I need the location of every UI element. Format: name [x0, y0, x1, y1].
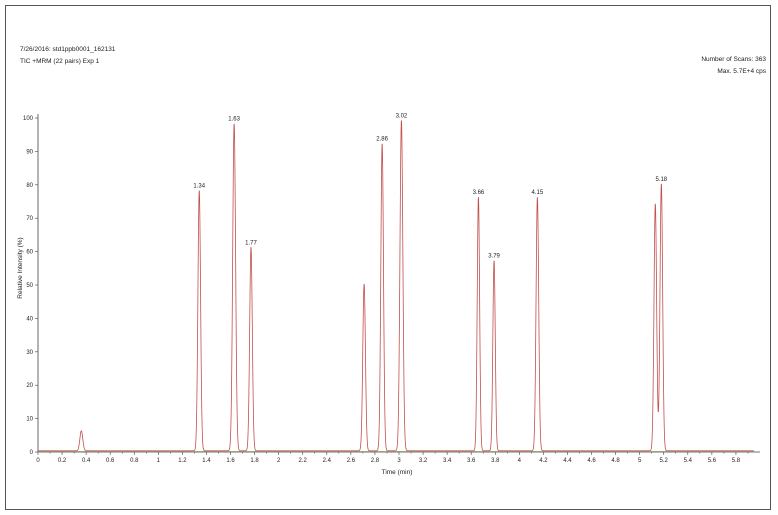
y-tick-label: 30 — [26, 350, 33, 356]
peak-label: 3.66 — [473, 190, 485, 196]
x-tick-label: 1.6 — [226, 458, 235, 464]
scan-count-text: Number of Scans: 363 — [701, 56, 766, 63]
y-tick-label: 40 — [26, 316, 33, 322]
x-tick-label: 3.2 — [419, 458, 428, 464]
x-tick-label: 1.8 — [250, 458, 259, 464]
peak-label: 5.18 — [655, 177, 667, 183]
x-tick-label: 2.4 — [323, 458, 332, 464]
x-tick-label: 5 — [638, 458, 642, 464]
x-tick-label: 1.2 — [178, 458, 187, 464]
y-tick-label: 80 — [26, 183, 33, 189]
x-tick-label: 4.6 — [587, 458, 596, 464]
x-tick-label: 3 — [397, 458, 401, 464]
scan-info-text: TIC +MRM (22 pairs) Exp 1 — [20, 58, 100, 65]
x-tick-label: 1 — [157, 458, 161, 464]
x-tick-label: 0 — [36, 458, 40, 464]
x-tick-label: 4.2 — [539, 458, 548, 464]
x-tick-label: 0.6 — [106, 458, 115, 464]
chart-axes — [37, 114, 760, 453]
x-axis-label: Time (min) — [382, 469, 413, 476]
x-tick-label: 0.4 — [82, 458, 91, 464]
peak-label: 3.79 — [488, 254, 500, 260]
y-axis-label: Relative Intensity (%) — [17, 237, 24, 298]
peak-labels: 1.34 1.63 1.77 2.86 3.02 3.66 3.79 4.15 5.18 — [193, 113, 667, 259]
axis-ticks: 0 0.2 0.4 0.6 0.8 1 1.2 1.4 1.6 1.8 2 2.2 2.4 2.6 2.8 3… — [23, 116, 749, 464]
peak-label: 2.86 — [376, 137, 388, 143]
y-tick-label: 0 — [30, 450, 34, 456]
sample-info-text: 7/26/2016: std1ppb0001_162131 — [20, 46, 116, 53]
tic-trace-line — [38, 120, 754, 452]
peak-label: 3.02 — [396, 113, 408, 119]
max-intensity-text: Max. 5.7E+4 cps — [717, 68, 766, 75]
y-tick-label: 60 — [26, 250, 33, 256]
peak-label: 4.15 — [532, 190, 544, 196]
y-tick-label: 50 — [26, 283, 33, 289]
peak-label: 1.34 — [193, 183, 205, 189]
chart-traces — [38, 120, 754, 452]
x-tick-label: 0.2 — [58, 458, 67, 464]
x-tick-label: 5.8 — [732, 458, 741, 464]
x-tick-label: 4 — [518, 458, 522, 464]
x-tick-label: 1.4 — [202, 458, 211, 464]
x-tick-label: 2.6 — [347, 458, 356, 464]
x-tick-label: 5.4 — [684, 458, 693, 464]
x-tick-label: 3.6 — [467, 458, 476, 464]
x-tick-label: 4.8 — [611, 458, 620, 464]
chart-frame — [5, 5, 771, 510]
x-tick-label: 4.4 — [563, 458, 572, 464]
y-tick-label: 10 — [26, 417, 33, 423]
x-tick-label: 3.4 — [443, 458, 452, 464]
x-tick-label: 2 — [277, 458, 281, 464]
x-tick-label: 5.2 — [660, 458, 669, 464]
y-tick-label: 20 — [26, 383, 33, 389]
x-tick-label: 2.8 — [371, 458, 380, 464]
x-tick-label: 5.6 — [708, 458, 717, 464]
y-tick-label: 100 — [23, 116, 34, 122]
y-tick-label: 70 — [26, 216, 33, 222]
x-tick-label: 3.8 — [491, 458, 500, 464]
peak-label: 1.77 — [245, 240, 257, 246]
x-tick-label: 2.2 — [299, 458, 308, 464]
y-tick-label: 90 — [26, 149, 33, 155]
peak-label: 1.63 — [228, 117, 240, 123]
x-tick-label: 0.8 — [130, 458, 139, 464]
